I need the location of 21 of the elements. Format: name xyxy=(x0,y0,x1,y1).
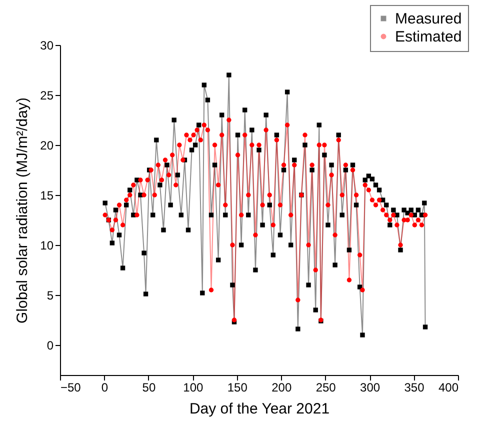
legend-label: Measured xyxy=(395,10,462,28)
x-tick-label: 50 xyxy=(142,380,156,394)
x-tick-label: 200 xyxy=(272,380,292,394)
x-tick-label: 0 xyxy=(101,380,108,394)
x-tick-label: −50 xyxy=(60,380,82,394)
y-tick-label: 15 xyxy=(40,188,54,202)
y-tick-label: 5 xyxy=(46,288,54,302)
x-tick-label: 350 xyxy=(404,380,425,394)
x-tick-label: 250 xyxy=(316,380,336,394)
y-tick-label: 30 xyxy=(40,38,54,52)
x-tick-label: 300 xyxy=(360,380,380,394)
y-tick-label: 20 xyxy=(40,138,54,152)
y-axis-title: Global solar radiation (MJ/m²/day) xyxy=(14,98,32,324)
x-axis-title: Day of the Year 2021 xyxy=(189,400,330,418)
y-tick-label: 25 xyxy=(40,88,54,102)
y-tick-label: 10 xyxy=(40,238,54,252)
x-tick-label: 150 xyxy=(227,380,248,394)
x-tick-label: 100 xyxy=(183,380,204,394)
y-tick-label: 0 xyxy=(46,338,54,352)
legend-label: Estimated xyxy=(395,28,462,46)
x-tick-label: 400 xyxy=(438,380,459,394)
